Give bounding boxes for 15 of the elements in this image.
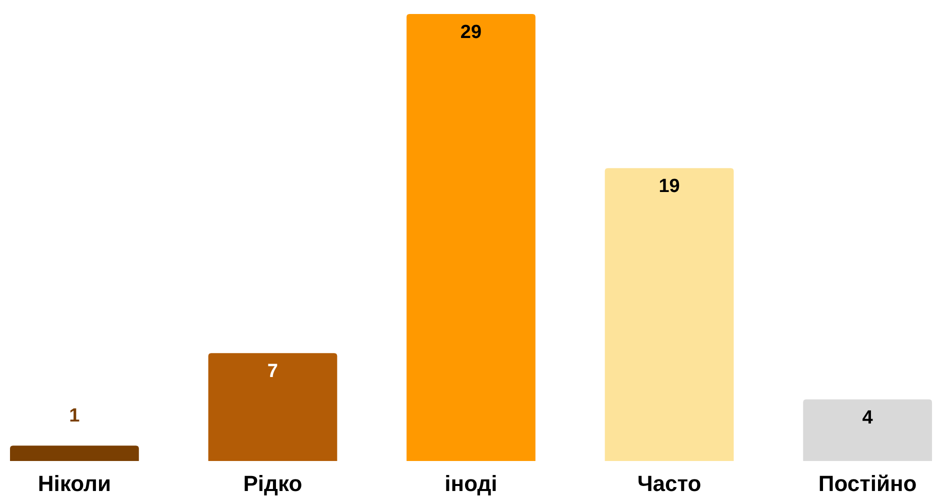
bar [803,399,932,461]
bar [406,14,536,461]
x-tick-label: іноді [444,471,498,496]
bar [10,446,139,461]
x-tick-label: Часто [637,471,702,496]
data-label: 29 [460,22,482,43]
bar [208,353,338,461]
data-label: 1 [69,406,80,427]
data-label: 4 [862,407,874,428]
x-tick-label: Рідко [243,471,302,496]
bar [604,168,734,461]
x-tick-label: Постійно [818,471,917,496]
x-tick-label: Ніколи [38,471,112,496]
data-label: 19 [658,176,680,198]
data-label: 7 [267,361,278,382]
